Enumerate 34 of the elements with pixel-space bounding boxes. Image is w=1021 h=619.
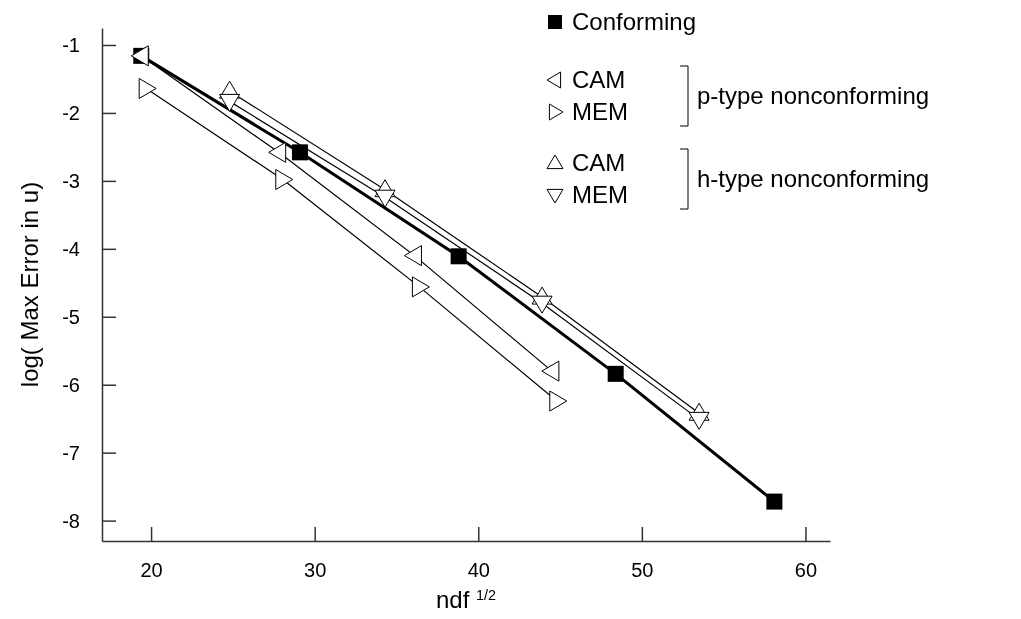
y-tick-label: -3 (62, 169, 80, 192)
point (450, 248, 467, 265)
x-tick-label: 50 (631, 559, 654, 582)
y-tick-label: -2 (62, 101, 80, 124)
y-tick-label: -4 (62, 237, 80, 260)
x-tick-label: 60 (794, 559, 818, 582)
point (766, 493, 783, 510)
point (219, 93, 241, 112)
legend-label: Conforming (572, 8, 697, 35)
point (275, 169, 294, 191)
point (688, 411, 710, 430)
point (411, 276, 430, 298)
legend-label: MEM (572, 98, 628, 125)
legend-label: CAM (572, 66, 626, 93)
legend-label: CAM (572, 149, 626, 176)
y-tick-label: -8 (62, 509, 80, 532)
y-tick-label: -7 (62, 441, 80, 464)
y-axis-title: log( Max Error in u) (16, 181, 43, 388)
legend-label: MEM (572, 181, 628, 208)
point (607, 365, 624, 382)
point (374, 189, 396, 208)
x-tick-label: 30 (304, 559, 327, 582)
point (531, 295, 553, 314)
annotation: p-type nonconforming (697, 82, 930, 109)
point (291, 144, 308, 161)
x-axis-title: ndf $^{1/2}$ (435, 586, 497, 613)
point (549, 390, 568, 412)
y-tick-label: -1 (62, 33, 80, 56)
y-tick-label: -6 (62, 373, 80, 396)
annotation: h-type nonconforming (697, 165, 930, 192)
point (268, 141, 287, 163)
x-tick-label: 40 (467, 559, 490, 582)
y-tick-label: -5 (62, 305, 80, 328)
x-tick-label: 20 (140, 559, 163, 582)
